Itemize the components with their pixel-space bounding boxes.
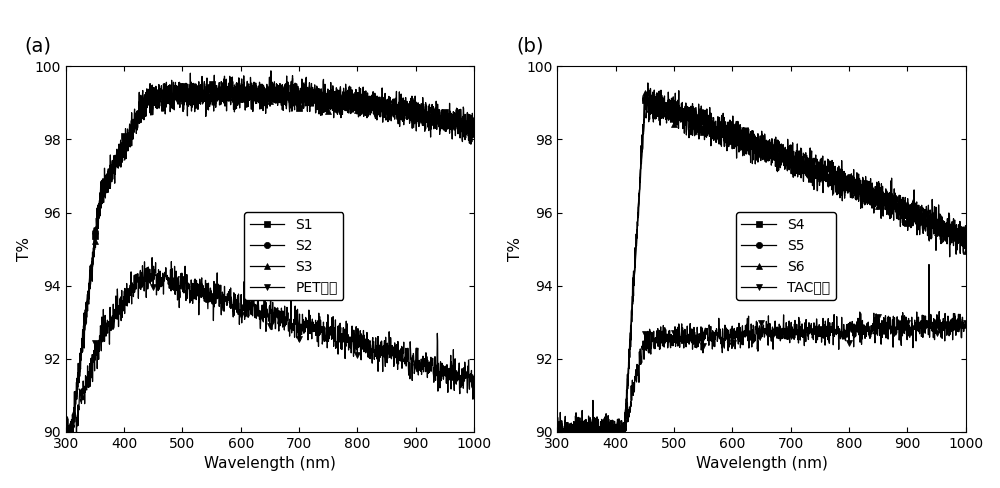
S3	[201, 92, 213, 98]
PET基材	[146, 255, 158, 261]
S6	[954, 250, 966, 256]
X-axis label: Wavelength (nm): Wavelength (nm)	[696, 456, 827, 471]
S5	[741, 126, 753, 132]
S1	[468, 127, 480, 133]
S4	[960, 232, 972, 238]
PET基材	[392, 366, 404, 372]
S6	[960, 248, 972, 254]
S1	[159, 100, 171, 105]
S5	[651, 101, 663, 107]
S3	[60, 431, 72, 437]
Line: PET基材: PET基材	[63, 255, 477, 449]
PET基材	[61, 443, 73, 448]
S2	[201, 75, 213, 81]
S6	[883, 201, 895, 207]
S2	[60, 429, 72, 435]
Line: S3: S3	[63, 75, 477, 449]
S2	[392, 107, 404, 113]
TAC基材	[883, 323, 895, 329]
S3	[226, 75, 238, 81]
PET基材	[275, 309, 287, 315]
Line: S5: S5	[554, 80, 969, 454]
PET基材	[463, 357, 475, 363]
S1	[275, 87, 287, 93]
S6	[693, 120, 705, 126]
S1	[249, 81, 261, 86]
S2	[468, 124, 480, 130]
Line: S1: S1	[63, 68, 477, 452]
S2	[275, 90, 287, 96]
S4	[883, 198, 895, 203]
S2	[463, 123, 475, 129]
TAC基材	[651, 331, 663, 337]
S2	[249, 98, 261, 103]
S4	[551, 440, 563, 446]
TAC基材	[954, 318, 966, 324]
TAC基材	[960, 321, 972, 326]
S5	[693, 101, 705, 107]
S5	[883, 194, 895, 200]
S5	[551, 420, 563, 426]
PET基材	[468, 379, 480, 385]
Line: TAC基材: TAC基材	[554, 262, 969, 454]
S6	[644, 87, 656, 93]
TAC基材	[692, 334, 704, 340]
S5	[766, 151, 778, 157]
S6	[558, 443, 570, 449]
Line: S2: S2	[63, 70, 477, 445]
Y-axis label: T%: T%	[508, 237, 523, 261]
TAC基材	[766, 333, 778, 339]
S6	[651, 107, 663, 113]
S2	[184, 70, 196, 76]
Legend: S4, S5, S6, TAC基材: S4, S5, S6, TAC基材	[736, 212, 836, 300]
S5	[642, 80, 654, 86]
PET基材	[201, 281, 213, 286]
S2	[159, 83, 171, 89]
S6	[551, 427, 563, 433]
S3	[392, 113, 404, 119]
S3	[468, 126, 480, 132]
S4	[741, 144, 753, 150]
PET基材	[60, 435, 72, 441]
PET基材	[159, 273, 171, 279]
S6	[766, 160, 778, 165]
S4	[651, 105, 663, 111]
S1	[265, 68, 277, 74]
S1	[61, 447, 73, 452]
S1	[60, 417, 72, 423]
Text: (b): (b)	[517, 37, 544, 56]
TAC基材	[613, 447, 625, 453]
Legend: S1, S2, S3, PET基材: S1, S2, S3, PET基材	[244, 212, 343, 300]
S3	[159, 87, 171, 93]
S1	[201, 93, 213, 99]
S4	[954, 228, 966, 234]
S5	[553, 448, 565, 454]
S3	[249, 97, 261, 102]
X-axis label: Wavelength (nm): Wavelength (nm)	[204, 456, 336, 471]
S3	[463, 138, 475, 143]
S1	[392, 108, 404, 114]
S4	[651, 90, 663, 96]
TAC基材	[740, 327, 752, 333]
S3	[275, 89, 287, 95]
S3	[64, 444, 76, 449]
S5	[960, 226, 972, 232]
Text: (a): (a)	[25, 37, 52, 56]
Line: S4: S4	[554, 90, 969, 456]
S4	[766, 157, 778, 163]
PET基材	[249, 301, 261, 307]
S4	[693, 117, 705, 122]
S1	[463, 127, 475, 133]
Y-axis label: T%: T%	[17, 237, 32, 261]
TAC基材	[923, 262, 935, 267]
Line: S6: S6	[554, 87, 969, 449]
S4	[601, 449, 613, 455]
S2	[65, 439, 77, 445]
S5	[954, 231, 966, 237]
S6	[741, 151, 753, 157]
TAC基材	[551, 428, 563, 434]
